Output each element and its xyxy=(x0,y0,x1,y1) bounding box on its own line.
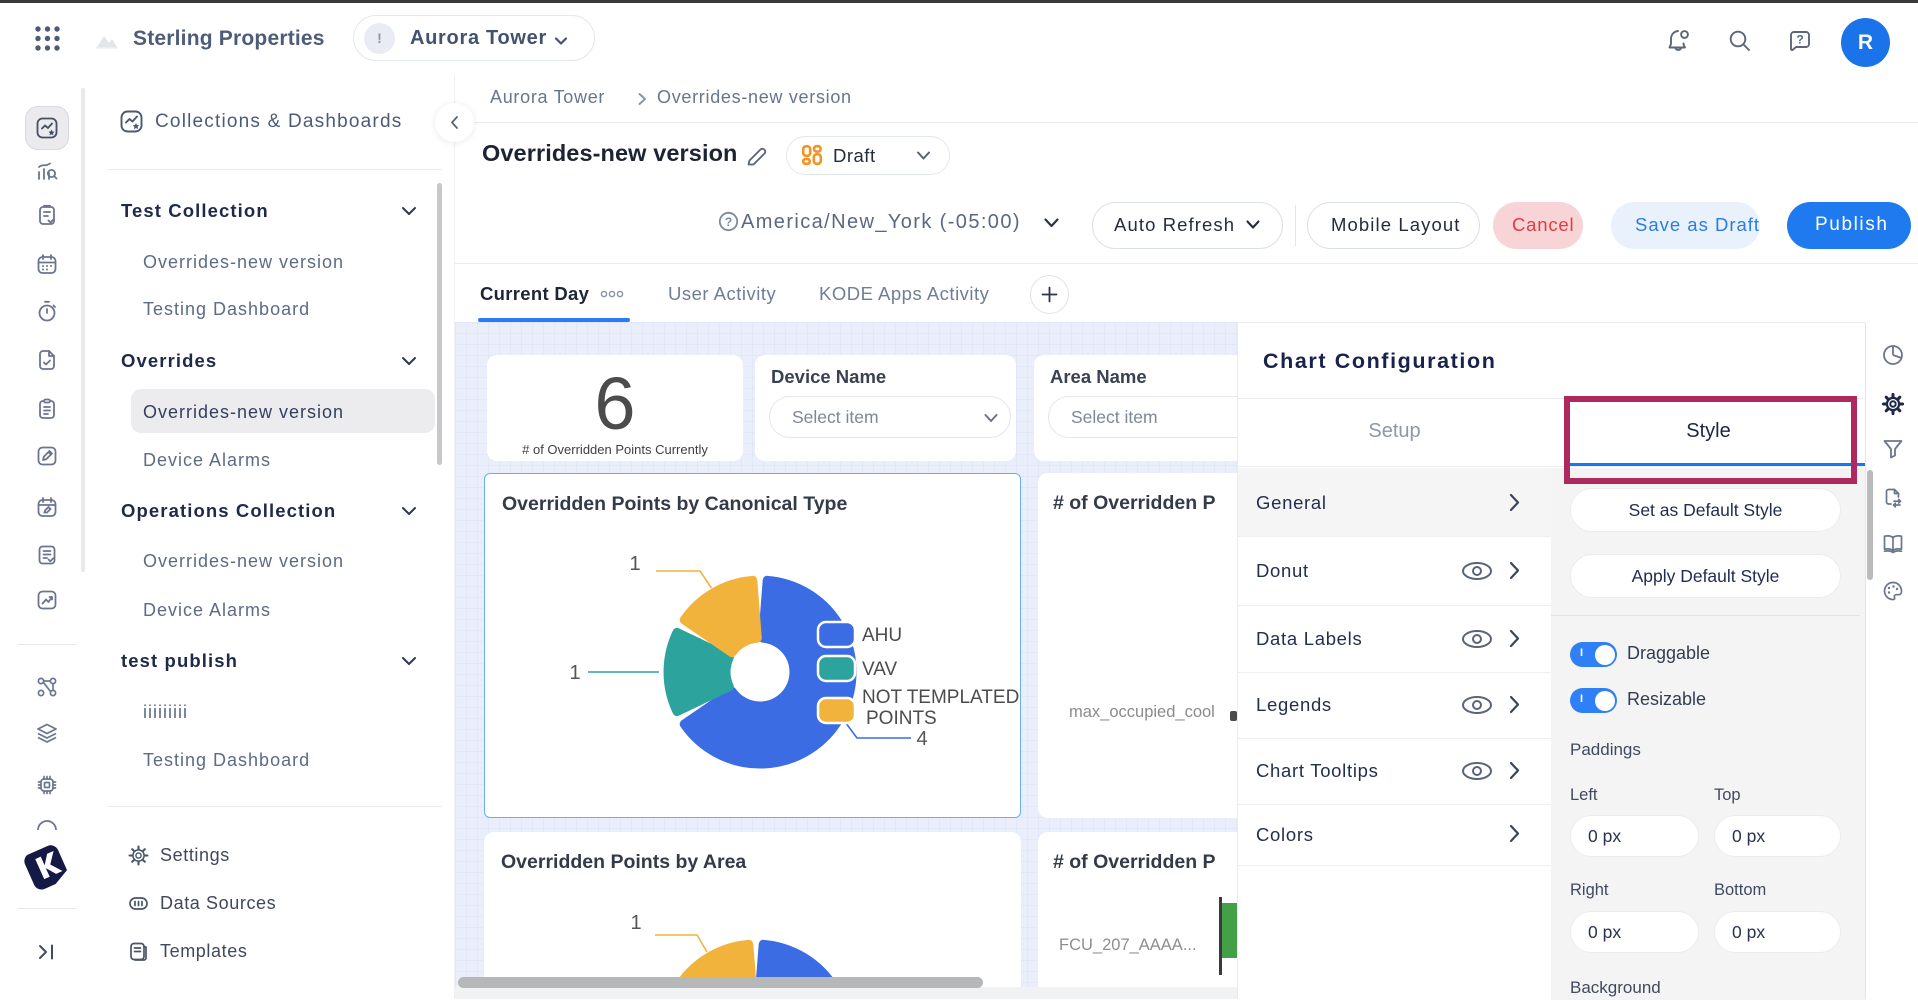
svg-text:POINTS: POINTS xyxy=(866,708,937,729)
svg-text:1: 1 xyxy=(629,553,640,575)
svg-text:1: 1 xyxy=(569,662,580,684)
svg-text:?: ? xyxy=(1796,33,1803,47)
svg-text:AHU: AHU xyxy=(862,625,902,646)
svg-text:NOT TEMPLATED: NOT TEMPLATED xyxy=(862,687,1019,708)
svg-text:VAV: VAV xyxy=(862,659,898,680)
svg-text:?: ? xyxy=(725,215,732,229)
svg-text:4: 4 xyxy=(916,728,927,750)
svg-text:1: 1 xyxy=(630,912,641,934)
